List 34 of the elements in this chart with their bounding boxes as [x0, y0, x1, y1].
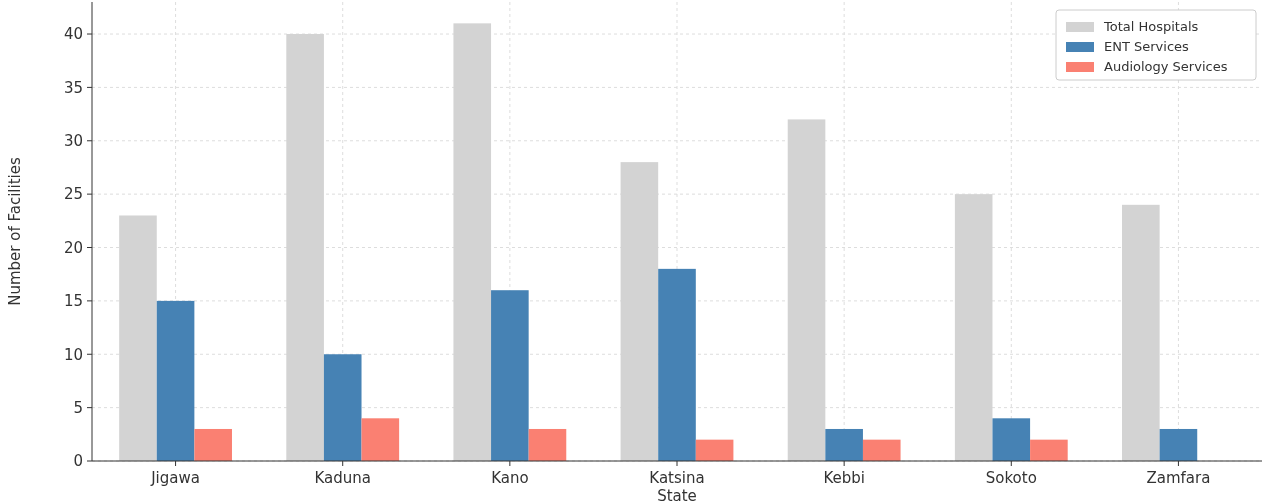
y-tick-label: 35 — [63, 78, 83, 97]
x-tick-label: Kano — [491, 469, 529, 487]
bar — [658, 268, 696, 461]
bar — [1030, 439, 1068, 461]
x-tick-label: Jigawa — [150, 469, 200, 487]
y-tick-label: 20 — [63, 238, 83, 257]
x-tick-label: Sokoto — [985, 469, 1037, 487]
x-tick-label: Kebbi — [823, 469, 865, 487]
y-tick-label: 0 — [73, 452, 83, 471]
y-tick-label: 10 — [63, 345, 83, 364]
bar — [992, 418, 1031, 461]
bar — [491, 290, 529, 461]
x-tick-label: Zamfara — [1146, 469, 1211, 487]
y-tick-label: 25 — [63, 185, 83, 204]
y-tick-label: 30 — [63, 132, 83, 151]
bar — [156, 300, 195, 461]
bar — [862, 439, 901, 461]
bar — [361, 418, 400, 461]
y-tick-label: 40 — [63, 25, 83, 44]
bar — [194, 428, 232, 461]
x-tick-label: Kaduna — [314, 469, 371, 487]
bar — [323, 354, 362, 461]
y-tick-label: 15 — [63, 292, 83, 311]
bar — [528, 428, 567, 461]
x-axis-title: State — [657, 487, 697, 504]
y-tick-label: 5 — [73, 398, 83, 417]
legend-label: ENT Services — [1104, 39, 1190, 54]
bar — [825, 428, 863, 461]
y-axis-title: Number of Facilities — [6, 157, 24, 306]
legend-label: Audiology Services — [1104, 59, 1228, 74]
bar — [695, 439, 734, 461]
legend-label: Total Hospitals — [1103, 19, 1199, 34]
x-tick-label: Katsina — [649, 469, 705, 487]
bar — [1159, 428, 1198, 461]
